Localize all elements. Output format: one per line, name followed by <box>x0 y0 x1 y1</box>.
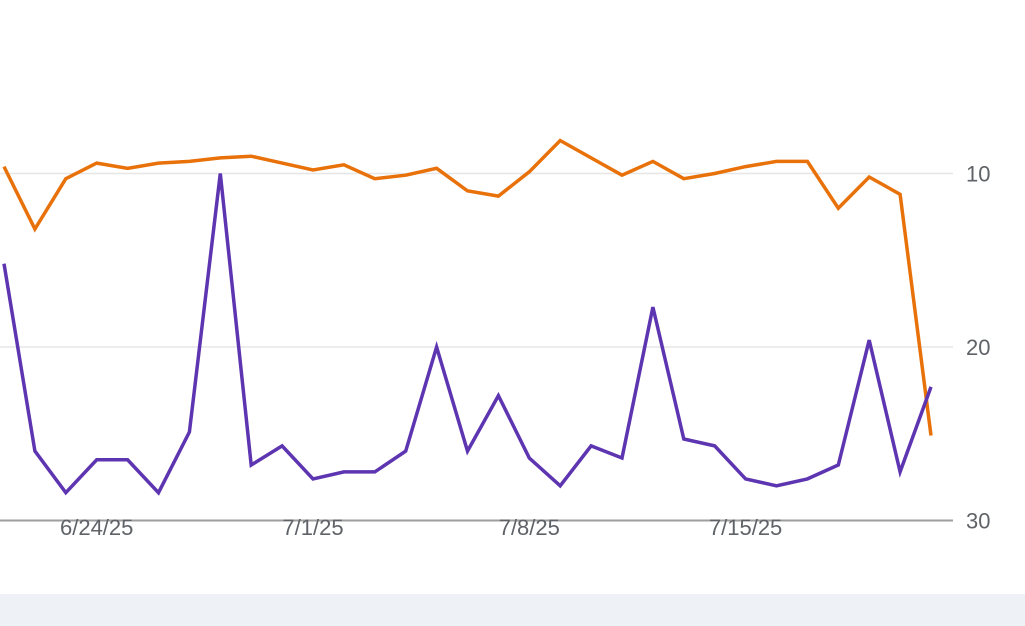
y-tick-label-30: 30 <box>966 509 990 534</box>
y-tick-label-10: 10 <box>966 162 990 187</box>
series-line-purple <box>2 173 933 496</box>
x-tick-label-7-8-25: 7/8/25 <box>499 515 560 540</box>
x-tick-label-6-24-25: 6/24/25 <box>60 515 133 540</box>
gridlines <box>0 172 953 522</box>
footer-band <box>0 594 1025 626</box>
y-axis-ticks: 10 20 30 <box>966 162 990 534</box>
line-chart: 10 20 30 6/24/25 7/1/25 7/8/25 7/15/25 <box>0 138 990 540</box>
x-tick-label-7-1-25: 7/1/25 <box>282 515 343 540</box>
x-tick-label-7-15-25: 7/15/25 <box>709 515 782 540</box>
series-line-orange <box>2 138 933 436</box>
x-axis-ticks: 6/24/25 7/1/25 7/8/25 7/15/25 <box>60 515 782 540</box>
y-tick-label-20: 20 <box>966 335 990 360</box>
series-lines <box>2 138 933 496</box>
chart-area: 10 20 30 6/24/25 7/1/25 7/8/25 7/15/25 <box>0 138 991 540</box>
